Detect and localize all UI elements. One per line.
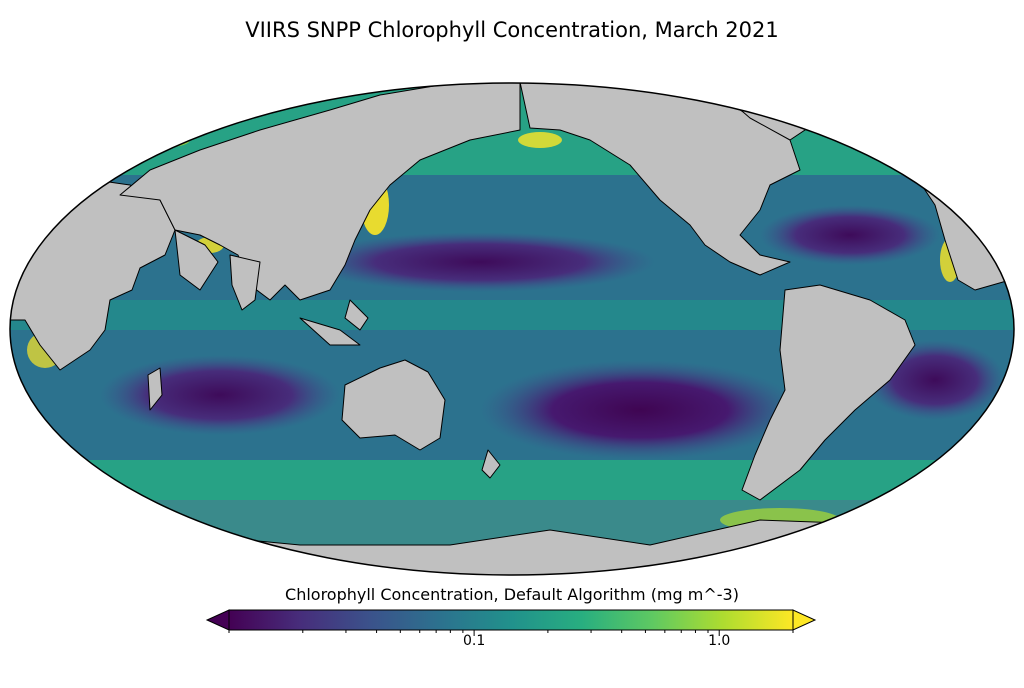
- colorbar-tick-label: 0.1: [462, 633, 486, 649]
- globe-outline: [9, 82, 1015, 576]
- ocean-chlorophyll-field: [10, 83, 1014, 575]
- colorbar-gradient: [228, 609, 794, 631]
- colorbar: [205, 609, 817, 636]
- colorbar-tick-label: 1.0: [708, 633, 731, 649]
- colorbar-extend-high: [792, 609, 817, 631]
- map-title: VIIRS SNPP Chlorophyll Concentration, Ma…: [245, 18, 779, 42]
- colorbar-ticks: [228, 630, 794, 636]
- colorbar-extend-low: [205, 609, 230, 631]
- colorbar-label: Chlorophyll Concentration, Default Algor…: [285, 585, 739, 604]
